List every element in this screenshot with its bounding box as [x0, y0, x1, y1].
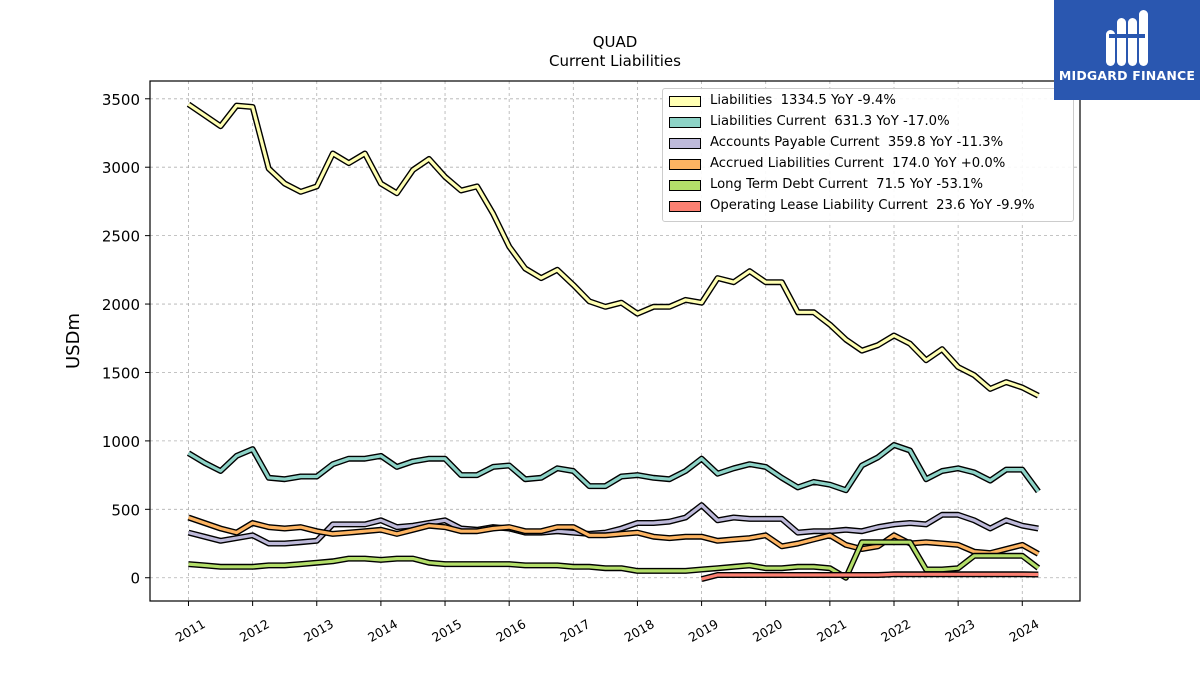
legend-item: Accrued Liabilities Current 174.0 YoY +0… — [663, 156, 1073, 176]
legend-item: Accounts Payable Current 359.8 YoY -11.3… — [663, 135, 1073, 155]
legend-label: Liabilities Current 631.3 YoY -17.0% — [710, 114, 950, 129]
legend-swatch — [669, 96, 701, 107]
legend-label: Liabilities 1334.5 YoY -9.4% — [710, 93, 896, 108]
x-tick-label: 2019 — [686, 616, 721, 645]
x-tick-label: 2017 — [558, 616, 593, 645]
x-tick-label: 2012 — [237, 616, 272, 645]
chart-legend: Liabilities 1334.5 YoY -9.4% Liabilities … — [662, 88, 1074, 222]
legend-item: Operating Lease Liability Current 23.6 Y… — [663, 198, 1073, 218]
y-tick-label: 2500 — [102, 228, 140, 246]
series-line — [701, 572, 1039, 581]
x-tick-label: 2021 — [814, 616, 849, 645]
legend-label: Long Term Debt Current 71.5 YoY -53.1% — [710, 177, 983, 192]
x-tick-label: 2014 — [365, 616, 400, 645]
x-tick-label: 2022 — [878, 616, 913, 645]
series-line — [187, 443, 1040, 493]
x-tick-label: 2013 — [301, 616, 336, 645]
y-tick-label: 0 — [130, 570, 140, 588]
x-tick-label: 2023 — [942, 616, 977, 645]
legend-item: Liabilities 1334.5 YoY -9.4% — [663, 93, 1073, 113]
legend-label: Accounts Payable Current 359.8 YoY -11.3… — [710, 135, 1004, 150]
x-tick-label: 2016 — [493, 616, 528, 645]
y-tick-label: 3500 — [102, 91, 140, 109]
logo-text: MIDGARD FINANCE — [1058, 68, 1196, 83]
x-tick-label: 2018 — [622, 616, 657, 645]
x-axis: 2011 2012 2013 2014 2015 2016 2017 2018 2019 2020… — [173, 601, 1042, 645]
x-tick-label: 2011 — [173, 616, 208, 645]
y-tick-label: 500 — [111, 501, 140, 519]
series-line — [188, 503, 1039, 546]
series-line — [187, 102, 1040, 398]
legend-swatch — [669, 117, 701, 128]
legend-label: Accrued Liabilities Current 174.0 YoY +0… — [710, 156, 1006, 171]
legend-swatch — [669, 180, 701, 191]
series-layer — [186, 101, 1041, 583]
legend-swatch — [669, 138, 701, 149]
legend-swatch — [669, 159, 701, 170]
x-tick-label: 2020 — [750, 616, 785, 645]
y-tick-label: 2000 — [102, 296, 140, 314]
legend-label: Operating Lease Liability Current 23.6 Y… — [710, 198, 1035, 213]
x-tick-label: 2024 — [1007, 616, 1042, 645]
y-tick-label: 1500 — [102, 364, 140, 382]
brand-logo: MIDGARD FINANCE — [1054, 0, 1200, 100]
y-axis-label: USDm — [63, 313, 84, 369]
series-line — [187, 515, 1040, 556]
plot-frame — [149, 80, 1081, 602]
midgard-logo-icon — [1106, 10, 1148, 66]
series-line — [188, 540, 1040, 580]
legend-item: Long Term Debt Current 71.5 YoY -53.1% — [663, 177, 1073, 197]
y-axis: 0 500 1000 1500 2000 2500 3000 3500 — [102, 91, 150, 588]
chart-subtitle: Current Liabilities — [549, 52, 681, 70]
y-tick-label: 1000 — [102, 433, 140, 451]
x-tick-label: 2015 — [429, 616, 464, 645]
legend-item: Liabilities Current 631.3 YoY -17.0% — [663, 114, 1073, 134]
y-tick-label: 3000 — [102, 159, 140, 177]
chart-title: QUAD — [592, 33, 638, 51]
legend-swatch — [669, 201, 701, 212]
